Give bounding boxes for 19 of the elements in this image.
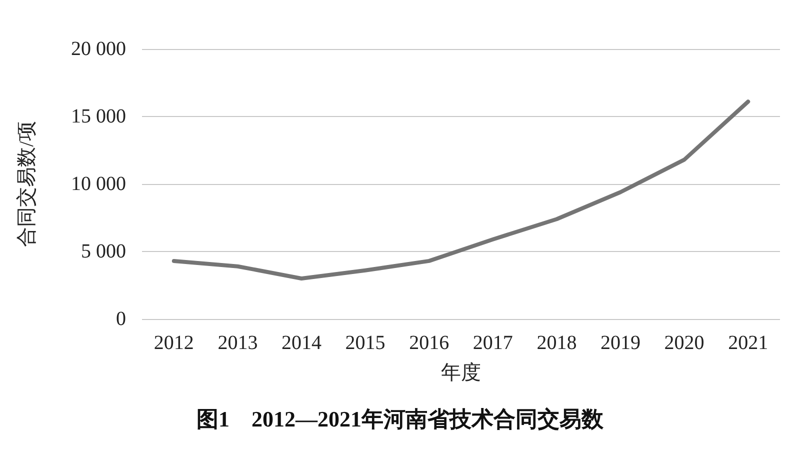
y-axis-title: 合同交易数/项 xyxy=(16,121,38,247)
x-tick-label: 2014 xyxy=(282,332,322,354)
line-series xyxy=(172,100,750,280)
y-tick-label: 10 000 xyxy=(71,173,126,195)
y-tick-label: 20 000 xyxy=(71,38,126,60)
x-tick-label: 2015 xyxy=(345,332,386,354)
x-axis-title: 年度 xyxy=(441,362,481,384)
x-tick-label: 2019 xyxy=(600,332,640,354)
x-tick-label: 2020 xyxy=(664,332,704,354)
y-tick-label: 5 000 xyxy=(81,240,126,262)
x-tick-label: 2013 xyxy=(218,332,258,354)
x-tick-label: 2017 xyxy=(472,332,513,354)
y-tick-label: 15 000 xyxy=(71,106,126,128)
x-tick-label: 2012 xyxy=(154,332,194,354)
x-tick-label: 2021 xyxy=(728,332,768,354)
x-tick-label: 2018 xyxy=(536,332,577,354)
y-tick-label: 0 xyxy=(116,308,126,330)
text: 图1 2012—2021年河南省技术合同交易数 xyxy=(196,406,604,432)
x-tick-label: 2016 xyxy=(409,332,450,354)
